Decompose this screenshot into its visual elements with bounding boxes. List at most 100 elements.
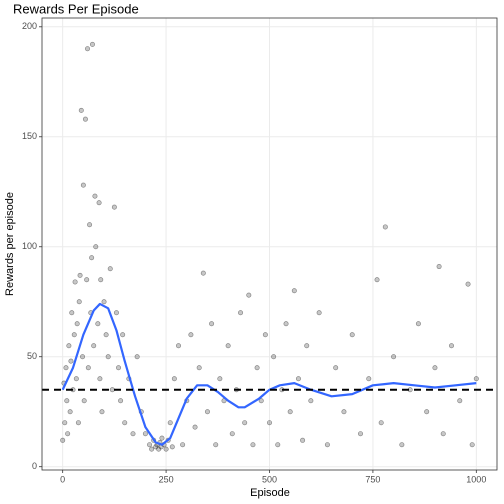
point	[149, 446, 155, 452]
chart-title: Rewards Per Episode	[13, 1, 139, 16]
point	[204, 409, 210, 415]
point	[103, 332, 109, 338]
point	[109, 387, 115, 393]
point	[304, 343, 310, 349]
point	[99, 409, 105, 415]
point	[62, 420, 68, 426]
x-tick-label: 500	[262, 474, 277, 484]
point	[283, 321, 289, 327]
point	[242, 420, 248, 426]
point	[73, 376, 79, 382]
point	[156, 446, 162, 452]
point	[96, 200, 102, 206]
point	[196, 365, 202, 371]
point	[118, 398, 124, 404]
point	[200, 270, 206, 276]
point	[167, 420, 173, 426]
marks	[42, 41, 497, 452]
point	[382, 224, 388, 230]
point	[291, 288, 297, 294]
point	[366, 376, 372, 382]
point	[84, 277, 90, 283]
point	[209, 321, 215, 327]
point	[213, 442, 219, 448]
point	[333, 365, 339, 371]
point	[217, 376, 223, 382]
point	[316, 310, 322, 316]
x-tick-label: 750	[365, 474, 380, 484]
point	[250, 442, 256, 448]
point	[341, 409, 347, 415]
point	[142, 431, 148, 437]
point	[295, 376, 301, 382]
point	[169, 444, 175, 450]
point	[357, 431, 363, 437]
point	[122, 420, 128, 426]
point	[275, 442, 281, 448]
point	[78, 107, 84, 113]
point	[399, 442, 405, 448]
point	[60, 437, 66, 443]
point	[473, 376, 479, 382]
point	[349, 332, 355, 338]
point	[89, 255, 95, 261]
point	[287, 409, 293, 415]
point	[95, 321, 101, 327]
grid	[42, 18, 497, 470]
point	[180, 442, 186, 448]
point	[116, 365, 122, 371]
point	[415, 321, 421, 327]
point	[465, 281, 471, 287]
point	[246, 292, 252, 298]
point	[85, 46, 91, 52]
x-axis-label: Episode	[250, 487, 290, 499]
point	[91, 343, 97, 349]
point	[188, 332, 194, 338]
point	[111, 204, 117, 210]
point	[130, 431, 136, 437]
smooth-line	[61, 302, 477, 446]
point	[101, 299, 107, 305]
y-tick-label: 100	[22, 241, 37, 251]
point	[85, 365, 91, 371]
point	[300, 437, 306, 443]
point	[71, 332, 77, 338]
point	[72, 279, 78, 285]
point	[432, 365, 438, 371]
point	[308, 398, 314, 404]
point	[147, 442, 153, 448]
point	[262, 332, 268, 338]
point	[159, 435, 165, 441]
x-tick-label: 250	[159, 474, 174, 484]
x-tick-label: 0	[60, 474, 65, 484]
y-tick-label: 200	[22, 21, 37, 31]
point	[81, 398, 87, 404]
point	[105, 354, 111, 360]
point	[229, 431, 235, 437]
point	[120, 332, 126, 338]
y-tick-label: 0	[32, 461, 37, 471]
point	[238, 310, 244, 316]
point	[76, 299, 82, 305]
point	[64, 398, 70, 404]
point	[440, 431, 446, 437]
x-tick-label: 1000	[466, 474, 486, 484]
y-tick-label: 50	[27, 351, 37, 361]
point	[192, 424, 198, 430]
point	[324, 442, 330, 448]
point	[82, 116, 88, 122]
point	[171, 376, 177, 382]
point	[254, 365, 260, 371]
point	[89, 41, 95, 47]
point	[80, 354, 86, 360]
point	[391, 354, 397, 360]
point	[80, 182, 86, 188]
point	[225, 343, 231, 349]
point	[75, 420, 81, 426]
point	[374, 277, 380, 283]
point	[97, 376, 103, 382]
point	[469, 442, 475, 448]
point	[163, 446, 169, 452]
point	[66, 343, 72, 349]
